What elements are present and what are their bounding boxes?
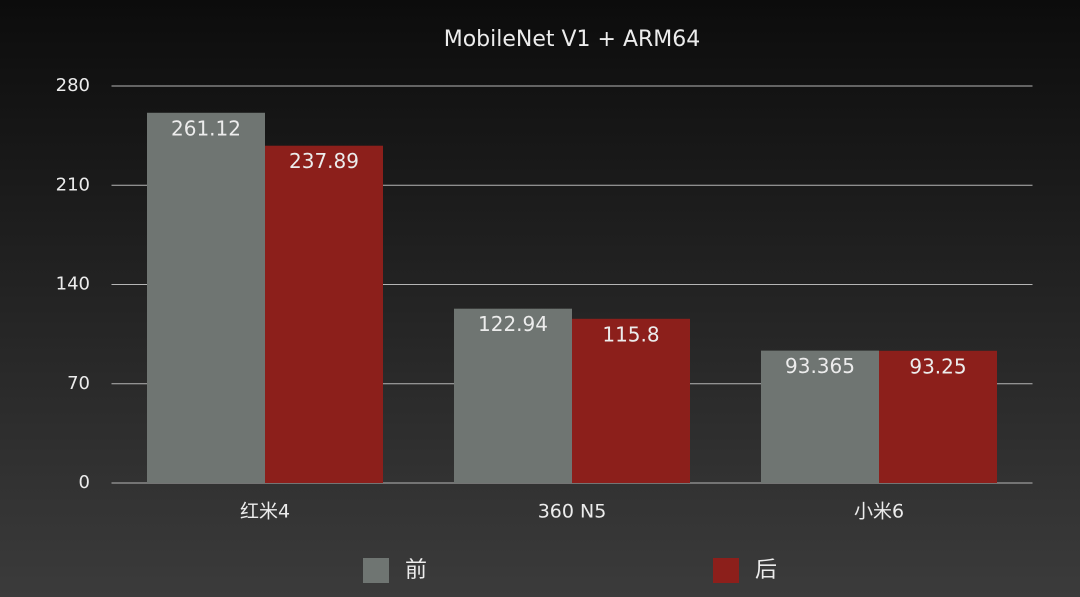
x-tick-label: 360 N5 [538, 501, 607, 523]
legend-label: 后 [755, 558, 777, 583]
y-tick-label: 70 [67, 373, 90, 394]
chart-title: MobileNet V1 + ARM64 [444, 27, 701, 52]
y-tick-label: 0 [79, 472, 90, 493]
bar [454, 308, 572, 483]
x-tick-label: 红米4 [240, 501, 290, 523]
bar [572, 318, 690, 483]
legend-swatch [713, 558, 739, 583]
y-tick-label: 140 [56, 274, 90, 295]
value-label: 115.8 [602, 322, 659, 346]
value-label: 93.365 [785, 354, 855, 378]
value-label: 237.89 [289, 149, 359, 173]
value-label: 122.94 [478, 312, 548, 336]
y-tick-label: 210 [56, 174, 90, 195]
value-label: 93.25 [909, 354, 966, 378]
value-label: 261.12 [171, 116, 241, 140]
legend-swatch [363, 558, 389, 583]
bar [761, 350, 879, 483]
bar [147, 112, 265, 484]
bar [879, 350, 997, 483]
bar [265, 145, 383, 483]
y-tick-label: 280 [56, 75, 90, 96]
x-tick-label: 小米6 [854, 501, 904, 523]
legend-label: 前 [405, 558, 427, 583]
